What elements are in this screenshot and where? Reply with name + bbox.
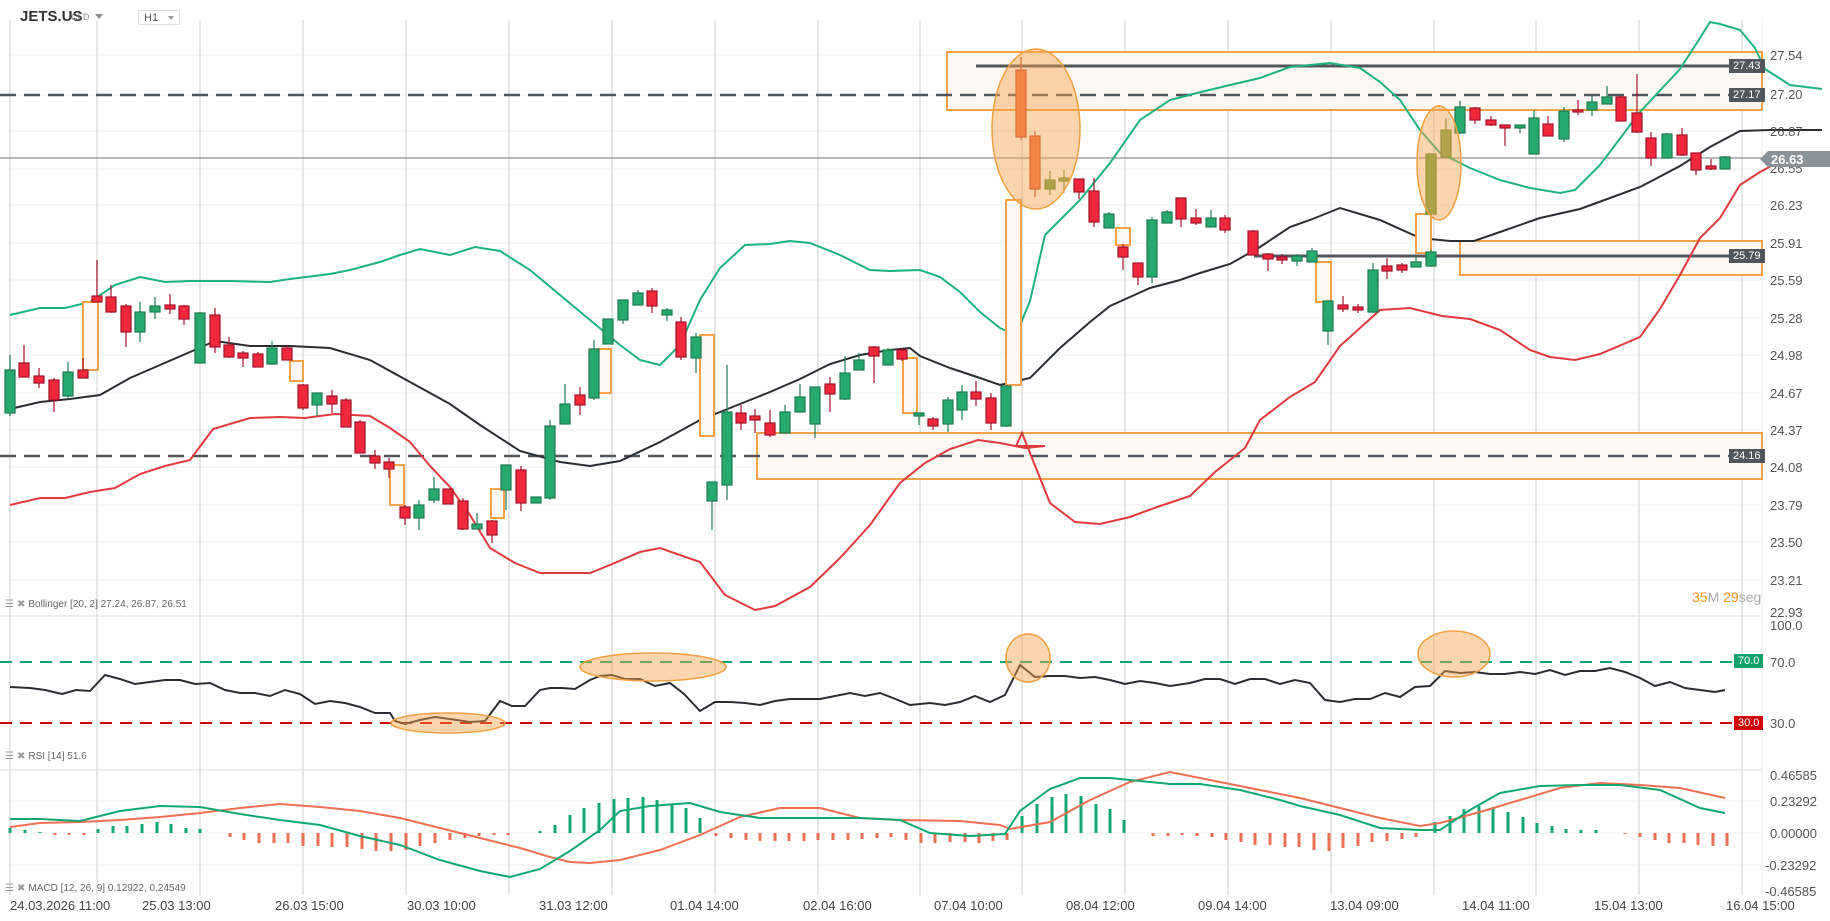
timeframe-value: H1 bbox=[144, 12, 159, 24]
settings-icon[interactable]: ☰ bbox=[5, 751, 14, 762]
instrument-type: CFD bbox=[71, 12, 90, 22]
chart-toolbar: JETS.US CFD H1 bbox=[0, 0, 1830, 30]
svg-text:31.03 12:00: 31.03 12:00 bbox=[539, 898, 608, 913]
rsi-30-tag: 30.0 bbox=[1734, 716, 1764, 730]
macd-legend: ☰ ✖ MACD [12, 26, 9] 0.12922, 0.24549 bbox=[5, 883, 186, 894]
svg-text:23.50: 23.50 bbox=[1770, 535, 1803, 550]
svg-text:24.37: 24.37 bbox=[1770, 423, 1803, 438]
level-tag-25-79[interactable]: 25.79 bbox=[1729, 249, 1765, 263]
timeframe-select[interactable]: H1 bbox=[138, 10, 180, 25]
macd-signal-line bbox=[9, 770, 1726, 865]
symbol-dropdown-icon[interactable] bbox=[95, 14, 103, 19]
svg-text:23.79: 23.79 bbox=[1770, 498, 1803, 513]
svg-text:14.04 11:00: 14.04 11:00 bbox=[1462, 898, 1530, 913]
support-zone-upper bbox=[1459, 240, 1763, 276]
svg-text:0.23292: 0.23292 bbox=[1770, 794, 1817, 809]
svg-text:30.03 10:00: 30.03 10:00 bbox=[407, 898, 476, 913]
svg-text:25.03 13:00: 25.03 13:00 bbox=[142, 898, 211, 913]
rsi-legend: ☰ ✖ RSI [14] 51.6 bbox=[5, 751, 87, 762]
svg-text:26.03 15:00: 26.03 15:00 bbox=[275, 898, 344, 913]
rsi-pane: 100.0 70.0 30.0 bbox=[0, 618, 1803, 734]
svg-text:25.28: 25.28 bbox=[1770, 311, 1803, 326]
svg-text:08.04 12:00: 08.04 12:00 bbox=[1066, 898, 1135, 913]
settings-icon[interactable]: ☰ bbox=[5, 599, 14, 610]
svg-text:15.04 13:00: 15.04 13:00 bbox=[1594, 898, 1663, 913]
candles bbox=[4, 57, 1731, 543]
svg-text:24.03.2026 11:00: 24.03.2026 11:00 bbox=[10, 898, 110, 913]
price-axis: 27.54 27.20 26.87 26.55 26.23 25.91 25.5… bbox=[1770, 48, 1803, 620]
bollinger-legend: ☰ ✖ Bollinger [20, 2] 27.24, 26.87, 26.5… bbox=[5, 599, 187, 610]
level-tag-24-16[interactable]: 24.16 bbox=[1729, 449, 1765, 463]
svg-text:0.00000: 0.00000 bbox=[1770, 826, 1817, 841]
svg-text:27.20: 27.20 bbox=[1770, 87, 1803, 102]
svg-text:27.54: 27.54 bbox=[1770, 48, 1803, 63]
svg-text:13.04 09:00: 13.04 09:00 bbox=[1330, 898, 1399, 913]
macd-pane: 0.46585 0.23292 0.00000 -0.23292 -0.4658… bbox=[8, 768, 1817, 899]
close-icon[interactable]: ✖ bbox=[16, 883, 26, 894]
symbol-name[interactable]: JETS.US bbox=[20, 8, 83, 25]
level-tag-27-17[interactable]: 27.17 bbox=[1729, 88, 1765, 102]
svg-text:-0.46585: -0.46585 bbox=[1765, 884, 1816, 899]
svg-text:24.67: 24.67 bbox=[1770, 386, 1803, 401]
svg-text:16.04 15:00: 16.04 15:00 bbox=[1726, 898, 1795, 913]
gap-markers bbox=[82, 199, 1432, 519]
rsi-highlight-ellipses bbox=[390, 712, 506, 734]
svg-text:07.04 10:00: 07.04 10:00 bbox=[934, 898, 1003, 913]
svg-text:0.46585: 0.46585 bbox=[1770, 768, 1817, 783]
chevron-down-icon bbox=[168, 16, 174, 20]
svg-text:30.0: 30.0 bbox=[1770, 716, 1795, 731]
highlight-ellipses bbox=[991, 48, 1462, 221]
svg-text:26.23: 26.23 bbox=[1770, 198, 1803, 213]
svg-text:-0.23292: -0.23292 bbox=[1765, 858, 1816, 873]
horizontal-levels bbox=[0, 64, 1762, 458]
svg-text:100.0: 100.0 bbox=[1770, 618, 1803, 633]
svg-text:22.93: 22.93 bbox=[1770, 605, 1803, 620]
svg-text:24.08: 24.08 bbox=[1770, 460, 1803, 475]
svg-text:02.04 16:00: 02.04 16:00 bbox=[803, 898, 872, 913]
macd-histogram bbox=[8, 794, 1729, 851]
svg-text:26.87: 26.87 bbox=[1770, 124, 1803, 139]
current-price-tag: 26.63 bbox=[1760, 151, 1830, 167]
bollinger-upper bbox=[9, 20, 1823, 367]
svg-text:26.63: 26.63 bbox=[1771, 152, 1804, 167]
svg-text:01.04 14:00: 01.04 14:00 bbox=[670, 898, 739, 913]
svg-text:25.91: 25.91 bbox=[1770, 236, 1803, 251]
time-axis: 24.03.2026 11:00 25.03 13:00 26.03 15:00… bbox=[10, 898, 1795, 913]
svg-text:24.98: 24.98 bbox=[1770, 348, 1803, 363]
svg-text:70.0: 70.0 bbox=[1770, 655, 1795, 670]
svg-text:09.04 14:00: 09.04 14:00 bbox=[1198, 898, 1267, 913]
bollinger-middle bbox=[9, 129, 1822, 468]
close-icon[interactable]: ✖ bbox=[16, 599, 26, 610]
level-tag-27-43[interactable]: 27.43 bbox=[1729, 59, 1765, 73]
macd-line bbox=[10, 777, 1726, 879]
candle-countdown: 35M 29seg bbox=[1692, 589, 1762, 605]
rsi-70-tag: 70.0 bbox=[1734, 654, 1764, 668]
supply-demand-zones bbox=[756, 51, 1763, 480]
svg-text:25.59: 25.59 bbox=[1770, 273, 1803, 288]
svg-text:23.21: 23.21 bbox=[1770, 573, 1803, 588]
bollinger-lower bbox=[9, 162, 1791, 612]
settings-icon[interactable]: ☰ bbox=[5, 883, 14, 894]
close-icon[interactable]: ✖ bbox=[16, 751, 26, 762]
